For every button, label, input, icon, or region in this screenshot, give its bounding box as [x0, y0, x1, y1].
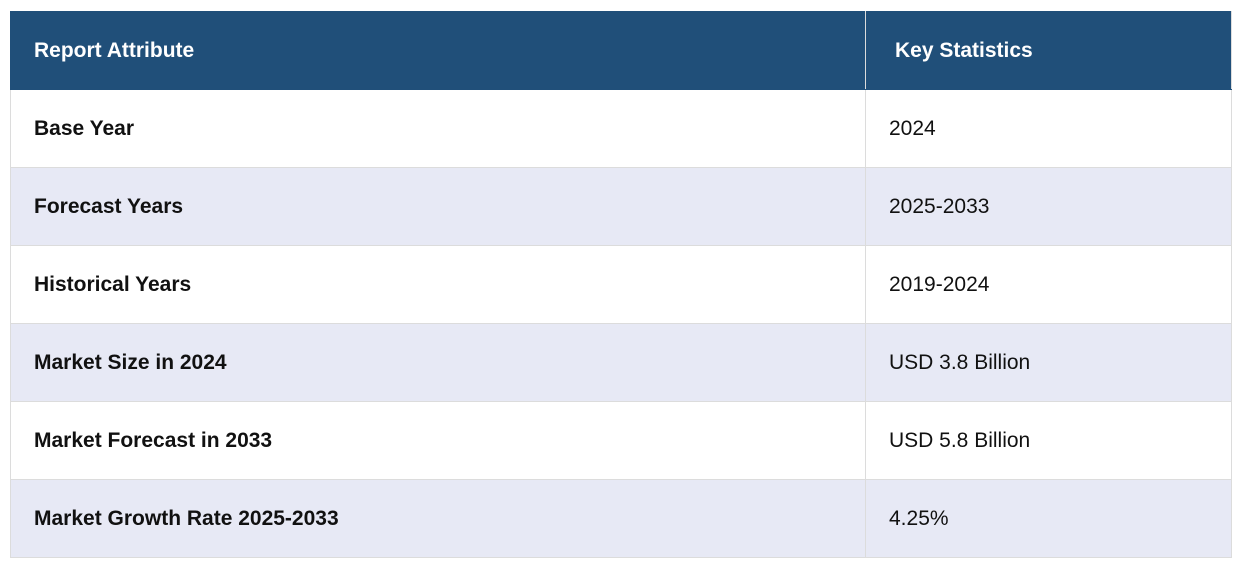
value-cell: 2019-2024	[865, 245, 1232, 324]
table-row: Forecast Years 2025-2033	[10, 167, 1232, 246]
header-cell: Key Statistics	[865, 11, 1232, 90]
attribute-cell: Market Forecast in 2033	[10, 401, 866, 480]
table-body: Base Year 2024 Forecast Years 2025-2033 Hist…	[10, 89, 1232, 558]
attribute-cell: Base Year	[10, 89, 866, 168]
value-cell: USD 5.8 Billion	[865, 401, 1232, 480]
header-row: Report Attribute Key Statistics	[10, 11, 1232, 90]
header-cell: Report Attribute	[10, 11, 866, 90]
value-cell: 2024	[865, 89, 1232, 168]
stats-table: Report Attribute Key Statistics Base Year…	[10, 11, 1232, 558]
attribute-cell: Forecast Years	[10, 167, 866, 246]
table-row: Market Growth Rate 2025-2033 4.25%	[10, 479, 1232, 558]
value-cell: 4.25%	[865, 479, 1232, 558]
value-cell: 2025-2033	[865, 167, 1232, 246]
table-row: Base Year 2024	[10, 89, 1232, 168]
value-cell: USD 3.8 Billion	[865, 323, 1232, 402]
attribute-cell: Market Size in 2024	[10, 323, 866, 402]
table-row: Market Size in 2024 USD 3.8 Billion	[10, 323, 1232, 402]
table-row: Historical Years 2019-2024	[10, 245, 1232, 324]
attribute-cell: Historical Years	[10, 245, 866, 324]
attribute-cell: Market Growth Rate 2025-2033	[10, 479, 866, 558]
table-row: Market Forecast in 2033 USD 5.8 Billion	[10, 401, 1232, 480]
